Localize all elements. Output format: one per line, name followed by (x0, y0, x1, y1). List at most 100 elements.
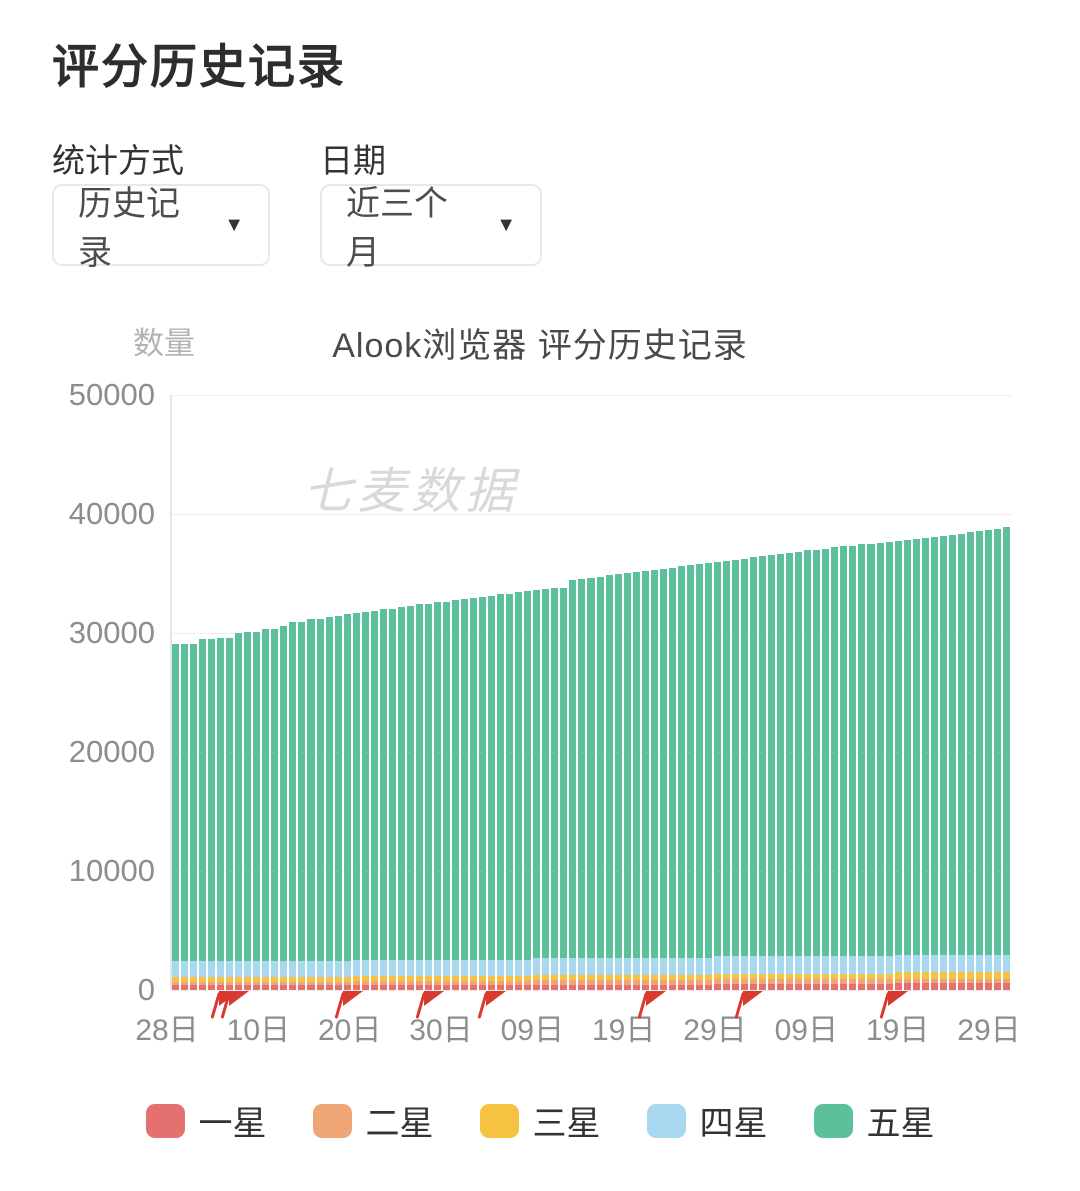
bar-segment-四星 (641, 957, 649, 975)
bar-segment-二星 (713, 979, 721, 984)
bar-segment-五星 (352, 613, 360, 960)
bar-segment-四星 (533, 957, 541, 975)
event-flag-icon (220, 991, 250, 1021)
bar-segment-三星 (388, 975, 396, 982)
bar-segment-四星 (235, 961, 243, 977)
bar-segment-三星 (750, 973, 758, 980)
bar-segment-二星 (840, 979, 848, 984)
bar-segment-二星 (352, 981, 360, 986)
bar (515, 592, 523, 990)
bar-segment-四星 (361, 959, 369, 976)
bar-segment-一星 (921, 983, 929, 990)
bar-segment-四星 (939, 954, 947, 973)
event-flag-icon (334, 991, 364, 1021)
bar-segment-一星 (858, 984, 866, 990)
bar (704, 563, 712, 990)
bar-segment-一星 (804, 984, 812, 990)
bar-segment-一星 (975, 983, 983, 990)
bar (641, 570, 649, 990)
bar-segment-三星 (632, 974, 640, 981)
bar (271, 628, 279, 990)
bar-segment-四星 (858, 956, 866, 974)
bar-segment-一星 (262, 985, 270, 990)
bar-segment-二星 (921, 978, 929, 984)
legend-item-five-star[interactable]: 五星 (813, 1096, 935, 1145)
bar-segment-一星 (641, 984, 649, 990)
x-axis-tick-label: 28日 (135, 1014, 199, 1047)
bar-segment-二星 (948, 978, 956, 984)
bar (316, 618, 324, 990)
bar-segment-二星 (741, 979, 749, 984)
bar-segment-四星 (831, 956, 839, 974)
bar (939, 536, 947, 990)
bar-segment-三星 (858, 973, 866, 980)
flag-pennant (486, 991, 506, 1006)
bar-segment-四星 (876, 956, 884, 974)
bar-segment-四星 (217, 961, 225, 977)
bar (379, 609, 387, 990)
legend-item-three-star[interactable]: 三星 (479, 1096, 601, 1145)
bar-segment-五星 (885, 542, 893, 957)
bar-segment-一星 (587, 984, 595, 990)
bar-segment-五星 (244, 632, 252, 962)
bar-segment-一星 (199, 985, 207, 990)
bar-segment-一星 (903, 983, 911, 990)
stat-method-select[interactable]: 历史记录 ▼ (52, 184, 270, 272)
bar-segment-二星 (822, 979, 830, 984)
bar-segment-二星 (442, 981, 450, 986)
legend-label-three-star: 三星 (532, 1105, 601, 1143)
bar (912, 539, 920, 990)
bar-segment-四星 (732, 956, 740, 974)
bar-segment-一星 (894, 983, 902, 990)
bar (388, 608, 396, 990)
bar-segment-四星 (713, 956, 721, 974)
bar-segment-二星 (470, 981, 478, 986)
bar-segment-三星 (298, 976, 306, 982)
bar-segment-二星 (569, 980, 577, 985)
bar-segment-四星 (433, 959, 441, 976)
bar-segment-一星 (813, 984, 821, 990)
bar-segment-四星 (208, 961, 216, 977)
legend-item-two-star[interactable]: 二星 (312, 1096, 434, 1145)
bar (768, 555, 776, 990)
bar-segment-二星 (912, 978, 920, 984)
event-flag-icon (734, 991, 764, 1021)
event-flag-icon (637, 991, 667, 1021)
legend-swatch-four-star (646, 1103, 686, 1138)
bar-segment-一星 (560, 984, 568, 990)
bar-segment-二星 (226, 981, 234, 986)
bar-segment-四星 (741, 956, 749, 974)
bar-segment-二星 (984, 978, 992, 984)
y-axis-tick-label: 20000 (68, 734, 155, 769)
bar-segment-一星 (515, 985, 523, 990)
bar-segment-五星 (912, 539, 920, 955)
bar-segment-三星 (623, 974, 631, 981)
bar-segment-四星 (795, 956, 803, 974)
bar-segment-五星 (172, 644, 180, 962)
bar (894, 540, 902, 990)
date-range-select[interactable]: 近三个月 ▼ (320, 184, 542, 272)
bar-segment-三星 (533, 974, 541, 981)
bar-segment-一星 (343, 985, 351, 990)
bar-segment-四星 (316, 961, 324, 977)
legend-item-one-star[interactable]: 一星 (145, 1096, 267, 1145)
bar-segment-三星 (181, 976, 189, 982)
bar-segment-四星 (704, 957, 712, 975)
bar-segment-五星 (993, 528, 1001, 955)
bar-segment-三星 (253, 976, 261, 982)
bar (397, 606, 405, 990)
legend-item-four-star[interactable]: 四星 (646, 1096, 768, 1145)
bar-segment-三星 (668, 974, 676, 981)
bar (235, 633, 243, 990)
bar-segment-五星 (578, 578, 586, 958)
bar-segment-二星 (271, 981, 279, 986)
bar-segment-二星 (181, 981, 189, 986)
bar-segment-四星 (470, 959, 478, 976)
bar (560, 587, 568, 990)
bar-segment-二星 (208, 981, 216, 986)
bar-segment-一星 (442, 985, 450, 990)
bar-segment-一星 (993, 983, 1001, 990)
bar-segment-二星 (406, 981, 414, 986)
legend-swatch-one-star (145, 1103, 185, 1138)
bar-segment-三星 (677, 974, 685, 981)
